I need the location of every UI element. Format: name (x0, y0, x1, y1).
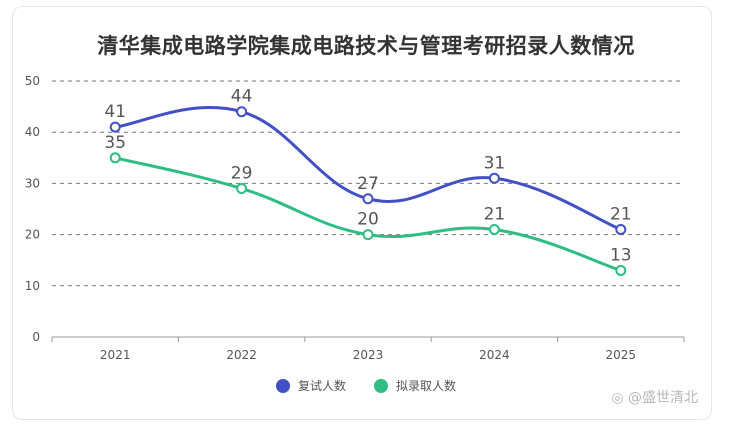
x-tick-label: 2023 (353, 348, 384, 362)
legend-item-interview[interactable]: 复试人数 (275, 377, 346, 394)
y-tick-label: 30 (25, 176, 40, 190)
legend-marker-admitted (374, 378, 388, 393)
chart-card (12, 6, 712, 420)
y-tick-label: 40 (25, 125, 40, 139)
legend-item-admitted[interactable]: 拟录取人数 (374, 377, 456, 394)
data-point-1 (236, 183, 248, 195)
y-tick-label: 0 (32, 330, 40, 344)
camera-icon: ◎ (611, 390, 624, 406)
data-label-0: 27 (357, 174, 379, 194)
y-tick-label: 10 (25, 279, 40, 293)
data-label-0: 31 (484, 153, 506, 173)
x-tick-label: 2021 (100, 348, 131, 362)
y-tick-label: 20 (25, 228, 40, 242)
data-label-1: 35 (104, 133, 126, 153)
data-label-0: 21 (610, 204, 632, 224)
data-point-0 (615, 223, 627, 235)
data-label-1: 20 (357, 210, 379, 230)
data-label-0: 41 (104, 102, 126, 122)
data-point-0 (488, 172, 500, 184)
data-point-1 (362, 229, 374, 241)
watermark-text: @盛世清北 (628, 390, 698, 406)
data-label-1: 29 (231, 164, 253, 184)
data-point-1 (615, 264, 627, 276)
x-tick-label: 2024 (479, 348, 510, 362)
data-point-0 (362, 193, 374, 205)
data-point-0 (236, 106, 248, 118)
chart-legend: 复试人数 拟录取人数 (0, 377, 732, 394)
x-tick-label: 2025 (606, 348, 637, 362)
legend-label-admitted: 拟录取人数 (396, 379, 457, 393)
data-label-1: 13 (610, 245, 632, 265)
data-point-0 (109, 121, 121, 133)
data-point-1 (109, 152, 121, 164)
y-tick-label: 50 (25, 74, 40, 88)
data-label-1: 21 (484, 204, 506, 224)
data-label-0: 44 (231, 87, 253, 107)
data-point-1 (488, 223, 500, 235)
legend-marker-interview (275, 378, 290, 393)
legend-label-interview: 复试人数 (297, 379, 346, 393)
watermark: ◎ @盛世清北 (611, 387, 698, 407)
chart-title: 清华集成电路学院集成电路技术与管理考研招录人数情况 (97, 34, 635, 58)
x-tick-label: 2022 (226, 348, 257, 362)
